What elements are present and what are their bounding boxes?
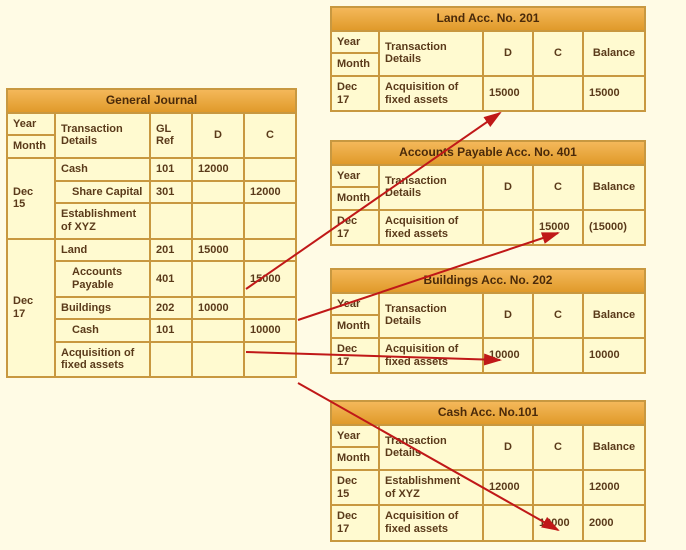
journal-row-c: [244, 158, 296, 181]
col-month: Month: [331, 315, 379, 338]
col-year: Year: [331, 165, 379, 188]
journal-row-glref: 101: [150, 319, 192, 342]
ledger-row-td: Acquisition offixed assets: [379, 76, 483, 111]
journal-row-glref: 101: [150, 158, 192, 181]
col-trans-details: TransactionDetails: [379, 31, 483, 76]
col-month: Month: [331, 187, 379, 210]
ledger-row-c: [533, 76, 583, 111]
col-year: Year: [331, 425, 379, 448]
journal-row-c: [244, 203, 296, 238]
journal-row-c: 15000: [244, 261, 296, 296]
ledger-row-td: Acquisition offixed assets: [379, 505, 483, 540]
journal-row-d: 15000: [192, 239, 244, 262]
ledger-row-d: [483, 505, 533, 540]
ledger-row-td: Establishmentof XYZ: [379, 470, 483, 505]
journal-row-td: AccountsPayable: [55, 261, 150, 296]
journal-row-c: [244, 297, 296, 320]
ledger-row-c: 10000: [533, 505, 583, 540]
ledger-row-d: 12000: [483, 470, 533, 505]
journal-row-c: 12000: [244, 181, 296, 204]
ledger-row-td: Acquisition offixed assets: [379, 210, 483, 245]
col-trans-details: TransactionDetails: [379, 293, 483, 338]
journal-row-d: [192, 319, 244, 342]
journal-row-glref: 401: [150, 261, 192, 296]
journal-row-d: [192, 181, 244, 204]
journal-row-td: Cash: [55, 158, 150, 181]
ledger-row-bal: 10000: [583, 338, 645, 373]
ledger-row-date: Dec17: [331, 505, 379, 540]
ledger-title: Accounts Payable Acc. No. 401: [331, 141, 645, 165]
ledger-row-c: 15000: [533, 210, 583, 245]
journal-row-glref: [150, 203, 192, 238]
journal-row-td: Land: [55, 239, 150, 262]
journal-row-c: [244, 239, 296, 262]
journal-row-td: Share Capital: [55, 181, 150, 204]
journal-row-td: Cash: [55, 319, 150, 342]
journal-row-d: [192, 342, 244, 377]
col-credit: C: [533, 31, 583, 76]
col-year: Year: [331, 31, 379, 54]
ledger-row-d: 10000: [483, 338, 533, 373]
col-year: Year: [7, 113, 55, 136]
general-journal-table: General Journal Year TransactionDetails …: [6, 88, 297, 378]
col-debit: D: [483, 293, 533, 338]
col-month: Month: [331, 53, 379, 76]
ledger-row-td: Acquisition offixed assets: [379, 338, 483, 373]
ledger-buildings: Buildings Acc. No. 202 Year TransactionD…: [330, 268, 646, 374]
journal-row-d: 10000: [192, 297, 244, 320]
ledger-land: Land Acc. No. 201 Year TransactionDetail…: [330, 6, 646, 112]
journal-row-d: 12000: [192, 158, 244, 181]
ledger-cash: Cash Acc. No.101 Year TransactionDetails…: [330, 400, 646, 542]
col-credit: C: [533, 293, 583, 338]
ledger-row-date: Dec15: [331, 470, 379, 505]
col-month: Month: [331, 447, 379, 470]
journal-row-glref: 201: [150, 239, 192, 262]
col-debit: D: [483, 31, 533, 76]
col-credit: C: [244, 113, 296, 158]
col-year: Year: [331, 293, 379, 316]
ledger-row-date: Dec17: [331, 76, 379, 111]
ledger-title: Buildings Acc. No. 202: [331, 269, 645, 293]
col-trans-details: TransactionDetails: [379, 165, 483, 210]
col-balance: Balance: [583, 425, 645, 470]
journal-row-c: [244, 342, 296, 377]
col-balance: Balance: [583, 293, 645, 338]
journal-row-glref: [150, 342, 192, 377]
journal-row-d: [192, 203, 244, 238]
journal-row-td: Acquisition offixed assets: [55, 342, 150, 377]
ledger-row-bal: (15000): [583, 210, 645, 245]
col-trans-details: TransactionDetails: [55, 113, 150, 158]
journal-row-c: 10000: [244, 319, 296, 342]
col-balance: Balance: [583, 165, 645, 210]
journal-date: Dec17: [7, 239, 55, 377]
journal-row-td: Establishmentof XYZ: [55, 203, 150, 238]
ledger-row-bal: 15000: [583, 76, 645, 111]
ledger-row-date: Dec17: [331, 338, 379, 373]
col-credit: C: [533, 165, 583, 210]
journal-row-glref: 202: [150, 297, 192, 320]
journal-row-glref: 301: [150, 181, 192, 204]
ledger-row-date: Dec17: [331, 210, 379, 245]
col-month: Month: [7, 135, 55, 158]
ledger-row-bal: 12000: [583, 470, 645, 505]
col-debit: D: [483, 165, 533, 210]
col-credit: C: [533, 425, 583, 470]
ledger-title: Cash Acc. No.101: [331, 401, 645, 425]
col-gl-ref: GLRef: [150, 113, 192, 158]
journal-row-td: Buildings: [55, 297, 150, 320]
ledger-row-c: [533, 470, 583, 505]
ledger-title: Land Acc. No. 201: [331, 7, 645, 31]
ledger-row-bal: 2000: [583, 505, 645, 540]
col-balance: Balance: [583, 31, 645, 76]
ledger-accounts-payable: Accounts Payable Acc. No. 401 Year Trans…: [330, 140, 646, 246]
col-trans-details: TransactionDetails: [379, 425, 483, 470]
col-debit: D: [483, 425, 533, 470]
ledger-row-d: [483, 210, 533, 245]
ledger-row-c: [533, 338, 583, 373]
col-debit: D: [192, 113, 244, 158]
journal-row-d: [192, 261, 244, 296]
journal-title: General Journal: [7, 89, 296, 113]
journal-date: Dec15: [7, 158, 55, 239]
ledger-row-d: 15000: [483, 76, 533, 111]
